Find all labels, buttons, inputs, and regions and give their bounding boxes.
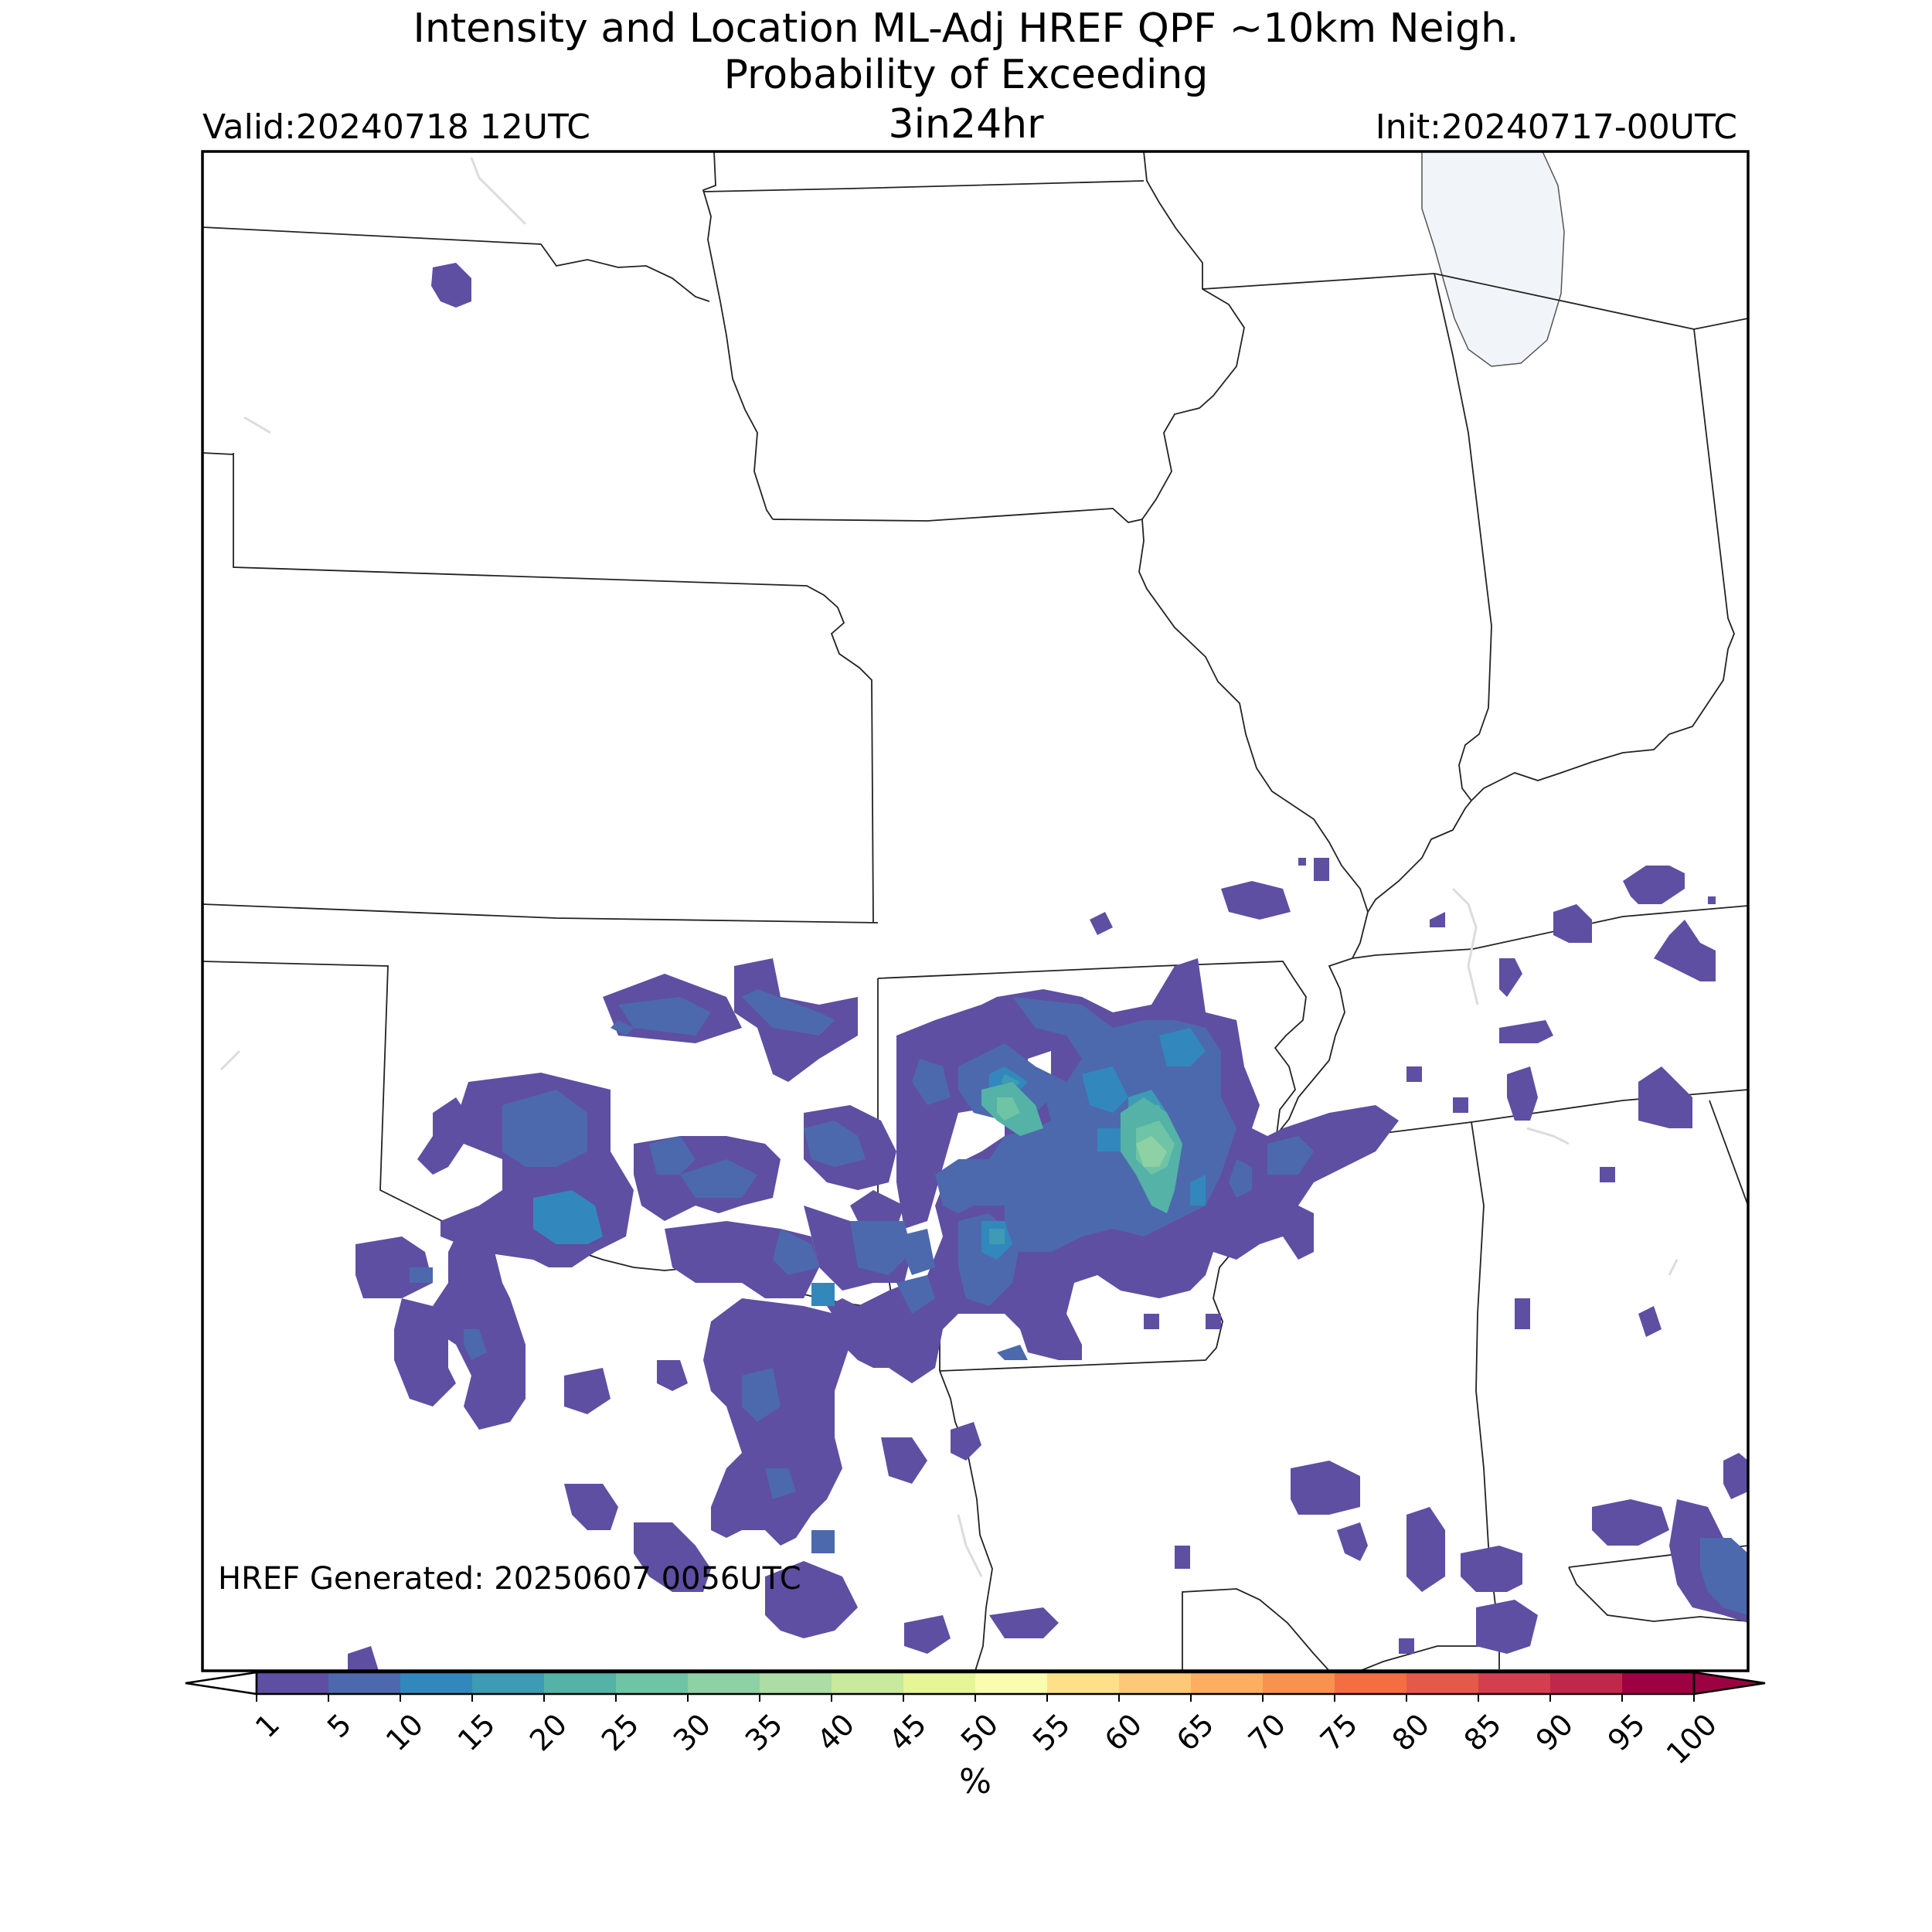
colorbar-tick-label: 25 [595,1707,645,1757]
colorbar-tick-label: 45 [883,1707,933,1757]
colorbar-segment [1622,1672,1695,1694]
colorbar-segment [400,1672,473,1694]
colorbar-segment [544,1672,617,1694]
colorbar-segment [832,1672,904,1694]
colorbar-tick-label: 95 [1601,1707,1651,1757]
map-title: Intensity and Location ML-Adj HREF QPF ~… [413,5,1519,52]
colorbar-tick-label: 80 [1386,1707,1436,1757]
colorbar-tick-label: 5 [321,1707,358,1744]
map-subtitle: Probability of Exceeding [723,52,1209,98]
colorbar-tick-label: 35 [739,1707,789,1757]
colorbar-tick-label: 75 [1314,1707,1364,1757]
colorbar: 1 5 10 15 20 25 30 35 40 45 50 55 60 65 70 75 80 85 90 95 10… [185,1671,1766,1801]
colorbar-tick-label: 100 [1660,1707,1723,1770]
colorbar-segment [1191,1672,1264,1694]
colorbar-tick-label: 90 [1529,1707,1580,1757]
map-background [202,151,1748,1671]
colorbar-segment [616,1672,689,1694]
state-boundaries [202,151,1748,1671]
rivers [219,157,1679,1577]
colorbar-tick-label: 85 [1458,1707,1508,1757]
colorbar-segment [975,1672,1048,1694]
colorbar-tick-label: 1 [249,1707,286,1744]
colorbar-under-extension [185,1671,258,1696]
threshold-label: 3in24hr [888,101,1044,148]
colorbar-tick-label: 60 [1098,1707,1148,1757]
colorbar-tick-label: 65 [1170,1707,1220,1757]
map-frame [201,150,1750,1672]
colorbar-segment [1047,1672,1120,1694]
colorbar-segment [903,1672,976,1694]
colorbar-tick-label: 55 [1026,1707,1077,1757]
colorbar-segment [1263,1672,1335,1694]
colorbar-segment [328,1672,401,1694]
colorbar-segment [1119,1672,1192,1694]
colorbar-tick-label: 70 [1242,1707,1292,1757]
colorbar-segment [1550,1672,1623,1694]
lake-michigan [1421,151,1565,367]
colorbar-tick-label: 40 [811,1707,861,1757]
colorbar-segment [1406,1672,1479,1694]
colorbar-segment [1478,1672,1551,1694]
colorbar-tick-label: 50 [954,1707,1005,1757]
colorbar-tick-label: 30 [667,1707,717,1757]
colorbar-segment [1335,1672,1407,1694]
colorbar-segment [688,1672,760,1694]
colorbar-over-extension [1692,1671,1766,1696]
colorbar-segment [760,1672,832,1694]
generated-note: HREF Generated: 20250607 0056UTC [218,1561,801,1597]
colorbar-tick-label: 20 [523,1707,573,1757]
colorbar-tick-label: 15 [451,1707,502,1757]
colorbar-segment [257,1672,329,1694]
colorbar-label: % [959,1762,992,1801]
colorbar-segment [472,1672,545,1694]
colorbar-tick-label: 10 [379,1707,430,1757]
valid-time: Valid:20240718 12UTC [202,107,591,147]
probability-field [348,263,1748,1671]
init-time: Init:20240717-00UTC [1375,107,1737,147]
